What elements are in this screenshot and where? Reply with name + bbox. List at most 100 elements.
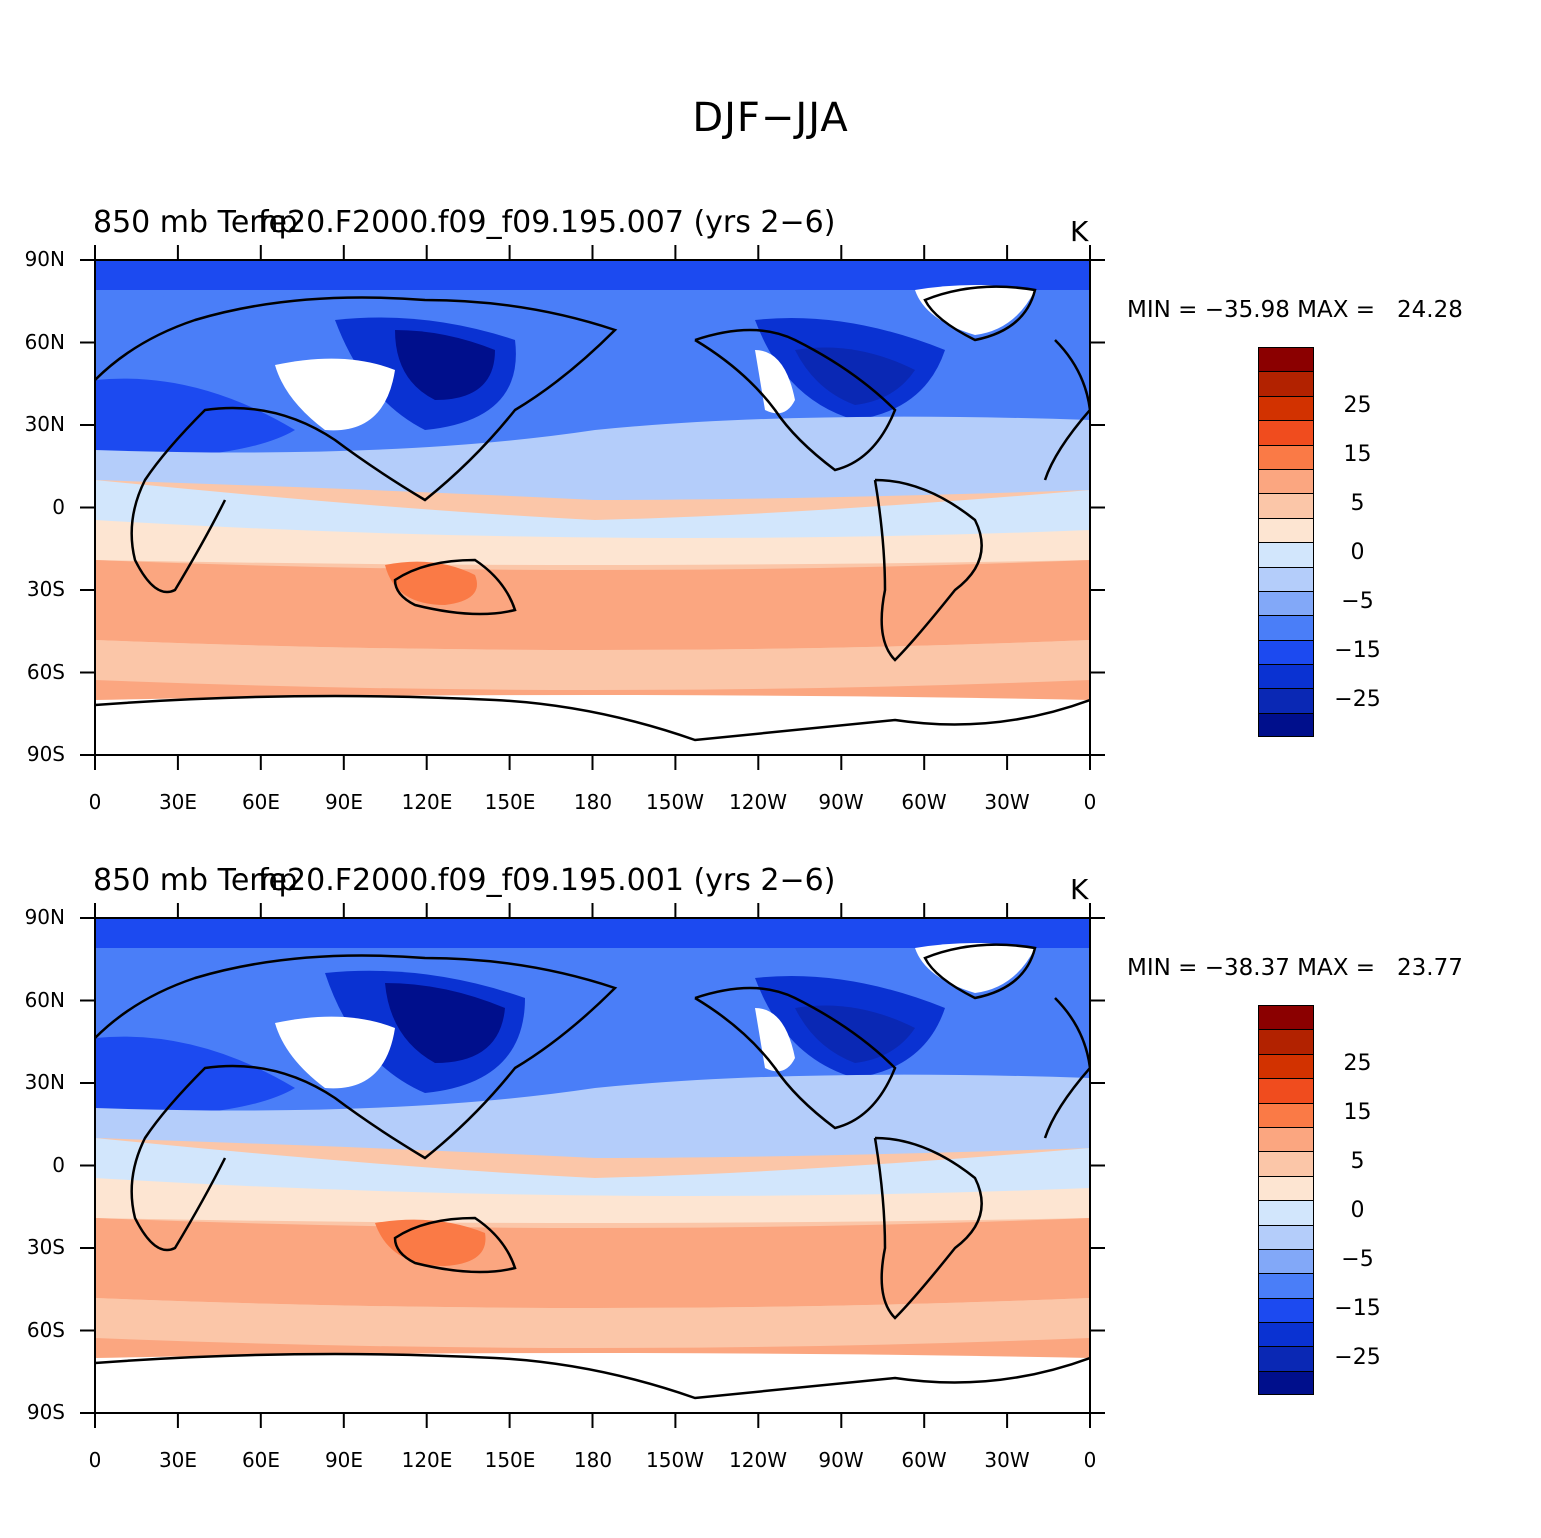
colorbar-swatch — [1258, 1200, 1314, 1225]
colorbar-swatch — [1258, 1151, 1314, 1176]
colorbar-swatch — [1258, 1297, 1314, 1323]
map-axes — [80, 903, 1105, 1428]
colorbar-swatch — [1258, 371, 1314, 396]
lat-label: 60N — [24, 330, 65, 354]
colorbar-label: 5 — [1350, 1149, 1365, 1174]
lon-label: 180 — [573, 790, 613, 814]
colorbar-swatch — [1258, 688, 1314, 713]
colorbar-label: 0 — [1350, 540, 1365, 565]
lon-label: 150W — [646, 790, 704, 814]
lon-label: 30W — [984, 790, 1030, 814]
colorbar-swatch — [1258, 517, 1314, 543]
colorbar-label: 15 — [1343, 1100, 1372, 1125]
colorbar-swatch — [1258, 468, 1314, 494]
lat-label: 30N — [24, 412, 65, 436]
colorbar-swatch — [1258, 1102, 1314, 1127]
lat-label: 0 — [52, 495, 65, 519]
figure-title: DJF−JJA — [692, 95, 849, 141]
colorbar-label: 15 — [1343, 442, 1372, 467]
lon-label: 30W — [984, 1448, 1030, 1472]
colorbar-swatch — [1258, 1053, 1314, 1079]
map-plot — [95, 918, 1090, 1413]
colorbar-swatch — [1258, 1005, 1314, 1030]
colorbar-swatch — [1258, 1126, 1314, 1152]
map-plot — [95, 260, 1090, 755]
colorbar-swatch — [1258, 347, 1314, 372]
colorbar-label: 25 — [1343, 1051, 1372, 1076]
colorbar-swatch — [1258, 1078, 1314, 1103]
lat-label: 30S — [26, 1235, 65, 1259]
lon-label: 150E — [484, 790, 536, 814]
colorbar-swatch — [1258, 1346, 1314, 1371]
lon-label: 150E — [484, 1448, 536, 1472]
lon-label: 60E — [241, 1448, 281, 1472]
min-max-label: MIN = −38.37 MAX = 23.77 — [1127, 955, 1463, 981]
lat-label: 60S — [26, 1318, 65, 1342]
lat-label: 90N — [24, 905, 65, 929]
colorbar-swatch — [1258, 1273, 1314, 1298]
colorbar-swatch — [1258, 542, 1314, 567]
colorbar-label: 5 — [1350, 491, 1365, 516]
lon-label: 90W — [818, 1448, 864, 1472]
units-label: K — [1070, 215, 1089, 248]
colorbar-swatch — [1258, 1248, 1314, 1274]
colorbar-swatch — [1258, 1224, 1314, 1249]
lon-label: 120W — [729, 790, 787, 814]
temperature-field — [95, 260, 1090, 755]
panel-case-title: fe20.F2000.f09_f09.195.007 (yrs 2−6) — [258, 205, 836, 240]
colorbar-swatch — [1258, 1029, 1314, 1054]
colorbar-swatch — [1258, 590, 1314, 616]
panel-top: 850 mb Temp fe20.F2000.f09_f09.195.007 (… — [0, 205, 1541, 845]
lat-label: 30N — [24, 1070, 65, 1094]
colorbar-swatch — [1258, 639, 1314, 665]
colorbar-swatch — [1258, 615, 1314, 640]
colorbar-label: −25 — [1334, 687, 1381, 712]
lon-label: 0 — [1083, 790, 1097, 814]
colorbar — [1258, 347, 1314, 738]
colorbar-swatch — [1258, 444, 1314, 469]
lat-label: 60S — [26, 660, 65, 684]
colorbar-swatch — [1258, 566, 1314, 591]
lon-label: 90E — [324, 1448, 364, 1472]
lon-label: 120E — [401, 790, 453, 814]
lon-label: 60W — [901, 790, 947, 814]
colorbar-swatch — [1258, 1322, 1314, 1347]
colorbar-label: 0 — [1350, 1198, 1365, 1223]
panel-bottom: 850 mb Temp fe20.F2000.f09_f09.195.001 (… — [0, 863, 1541, 1503]
lon-label: 90E — [324, 790, 364, 814]
lon-label: 30E — [158, 1448, 198, 1472]
colorbar-label: −15 — [1334, 638, 1381, 663]
colorbar-swatch — [1258, 493, 1314, 518]
colorbar-label: −5 — [1341, 589, 1374, 614]
colorbar-swatch — [1258, 664, 1314, 689]
lon-label: 150W — [646, 1448, 704, 1472]
lat-label: 30S — [26, 577, 65, 601]
colorbar-swatch — [1258, 1175, 1314, 1201]
colorbar-swatch — [1258, 395, 1314, 421]
coastlines — [95, 285, 1090, 742]
colorbar — [1258, 1005, 1314, 1396]
lon-label: 0 — [1083, 1448, 1097, 1472]
lon-label: 0 — [88, 790, 102, 814]
coastlines — [95, 943, 1090, 1400]
lon-label: 60W — [901, 1448, 947, 1472]
colorbar-label: −5 — [1341, 1247, 1374, 1272]
min-max-label: MIN = −35.98 MAX = 24.28 — [1127, 297, 1463, 323]
lat-label: 90N — [24, 247, 65, 271]
units-label: K — [1070, 873, 1089, 906]
map-axes — [80, 245, 1105, 770]
lon-label: 120E — [401, 1448, 453, 1472]
lon-label: 60E — [241, 790, 281, 814]
colorbar-swatch — [1258, 712, 1314, 738]
lat-label: 60N — [24, 988, 65, 1012]
panel-case-title: fe20.F2000.f09_f09.195.001 (yrs 2−6) — [258, 863, 836, 898]
colorbar-swatch — [1258, 1370, 1314, 1396]
lon-label: 120W — [729, 1448, 787, 1472]
temperature-field — [95, 918, 1090, 1413]
colorbar-swatch — [1258, 420, 1314, 445]
lat-label: 90S — [26, 742, 65, 766]
lat-label: 90S — [26, 1400, 65, 1424]
lat-label: 0 — [52, 1153, 65, 1177]
lon-label: 90W — [818, 790, 864, 814]
lon-label: 0 — [88, 1448, 102, 1472]
